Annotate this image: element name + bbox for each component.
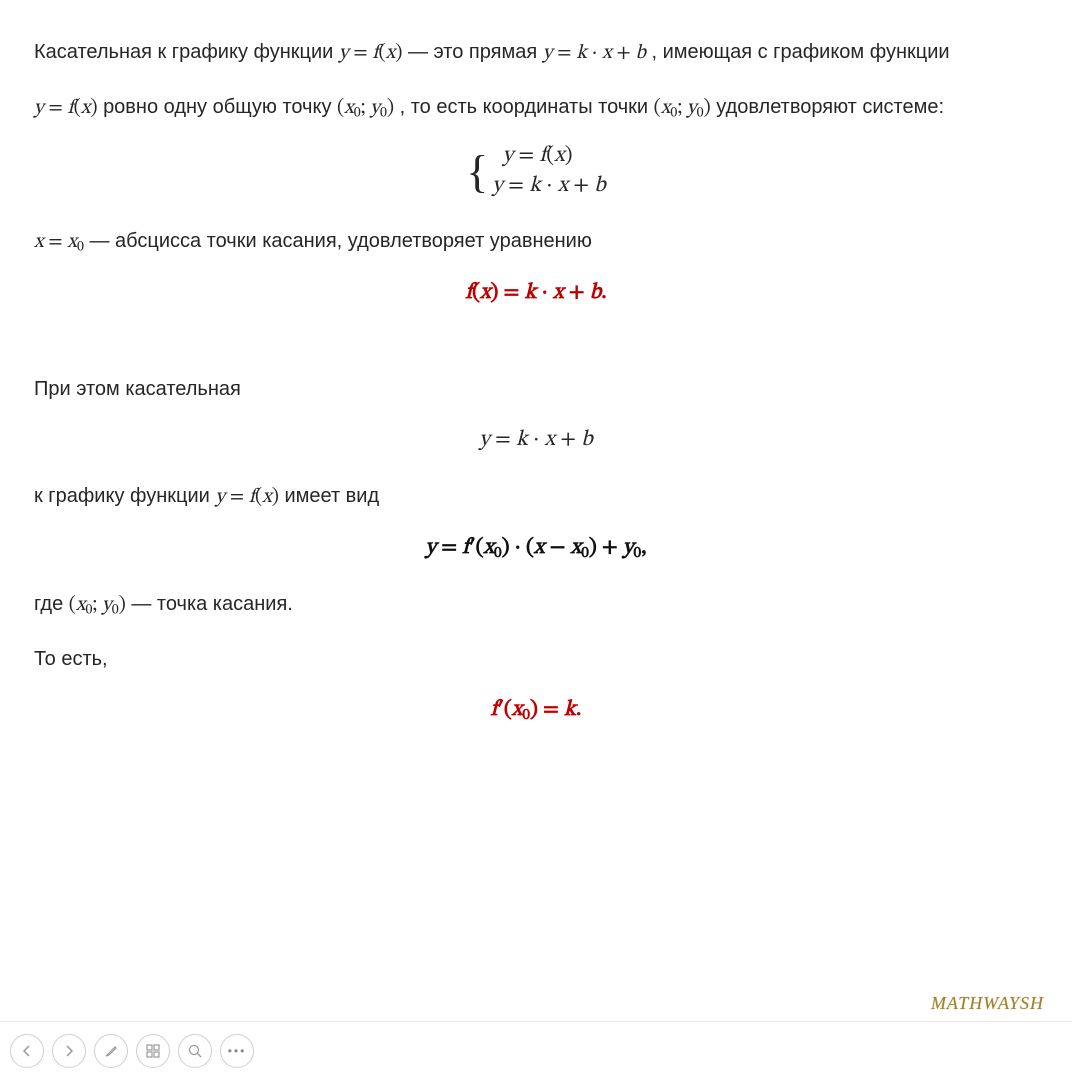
sys-line-1: y = f(x) bbox=[492, 142, 606, 172]
ellipsis-icon: ••• bbox=[228, 1044, 247, 1058]
equation-emphasis-2: f′(x0) = k. bbox=[34, 693, 1038, 726]
math-inline: y = f(x) bbox=[339, 43, 403, 63]
paragraph-3: x = x0 — абсцисса точки касания, удовлет… bbox=[34, 219, 1038, 264]
text: имеет вид bbox=[284, 485, 379, 507]
paragraph-2: y = f(x) ровно одну общую точку (x0; y0)… bbox=[34, 85, 1038, 130]
sys-line-2: y = k · x + b bbox=[492, 172, 606, 202]
watermark-text: МАТНWAYSН bbox=[931, 993, 1044, 1014]
text: Касательная к графику функции bbox=[34, 41, 339, 63]
left-brace-icon: { bbox=[466, 149, 488, 195]
zoom-button[interactable] bbox=[178, 1034, 212, 1068]
equation-tangent-form: y = f′(x0) · (x − x0) + y0, bbox=[34, 531, 1038, 564]
math-inline: y = f(x) bbox=[34, 98, 98, 118]
text: — абсцисса точки касания, удовлетворяет … bbox=[89, 230, 591, 252]
more-options-button[interactable]: ••• bbox=[220, 1034, 254, 1068]
text: При этом касательная bbox=[34, 378, 241, 400]
math-inline: (x0; y0) bbox=[654, 98, 711, 118]
pen-tool-button[interactable] bbox=[94, 1034, 128, 1068]
equation-system: { y = f(x) y = k · x + b bbox=[34, 142, 1038, 201]
math-inline: (x0; y0) bbox=[337, 98, 394, 118]
pen-icon bbox=[103, 1043, 119, 1059]
grid-icon bbox=[145, 1043, 161, 1059]
next-slide-button[interactable] bbox=[52, 1034, 86, 1068]
text: То есть, bbox=[34, 648, 108, 670]
text: к графику функции bbox=[34, 485, 215, 507]
paragraph-6: где (x0; y0) — точка касания. bbox=[34, 582, 1038, 627]
text: удовлетворяют системе: bbox=[716, 96, 944, 118]
equation-tangent-line: y = k · x + b bbox=[34, 423, 1038, 456]
text: — это прямая bbox=[408, 41, 543, 63]
equation-emphasis-1: f(x) = k · x + b. bbox=[34, 276, 1038, 309]
text: где bbox=[34, 593, 69, 615]
slide-content: Касательная к графику функции y = f(x) —… bbox=[0, 0, 1072, 727]
thumbnails-button[interactable] bbox=[136, 1034, 170, 1068]
chevron-left-icon bbox=[19, 1043, 35, 1059]
math-inline: x = x0 bbox=[34, 232, 84, 252]
prev-slide-button[interactable] bbox=[10, 1034, 44, 1068]
math-inline: y = f(x) bbox=[215, 487, 279, 507]
math-inline: y = k · x + b bbox=[543, 43, 646, 63]
paragraph-5: к графику функции y = f(x) имеет вид bbox=[34, 474, 1038, 519]
chevron-right-icon bbox=[61, 1043, 77, 1059]
paragraph-1: Касательная к графику функции y = f(x) —… bbox=[34, 30, 1038, 75]
text: ровно одну общую точку bbox=[103, 96, 337, 118]
text: — точка касания. bbox=[131, 593, 293, 615]
text: , имеющая с графиком функции bbox=[651, 41, 949, 63]
slideshow-toolbar: ••• bbox=[0, 1021, 1072, 1080]
paragraph-4: При этом касательная bbox=[34, 367, 1038, 411]
magnifier-icon bbox=[187, 1043, 203, 1059]
text: , то есть координаты точки bbox=[400, 96, 654, 118]
math-inline: (x0; y0) bbox=[69, 595, 126, 615]
paragraph-7: То есть, bbox=[34, 637, 1038, 681]
